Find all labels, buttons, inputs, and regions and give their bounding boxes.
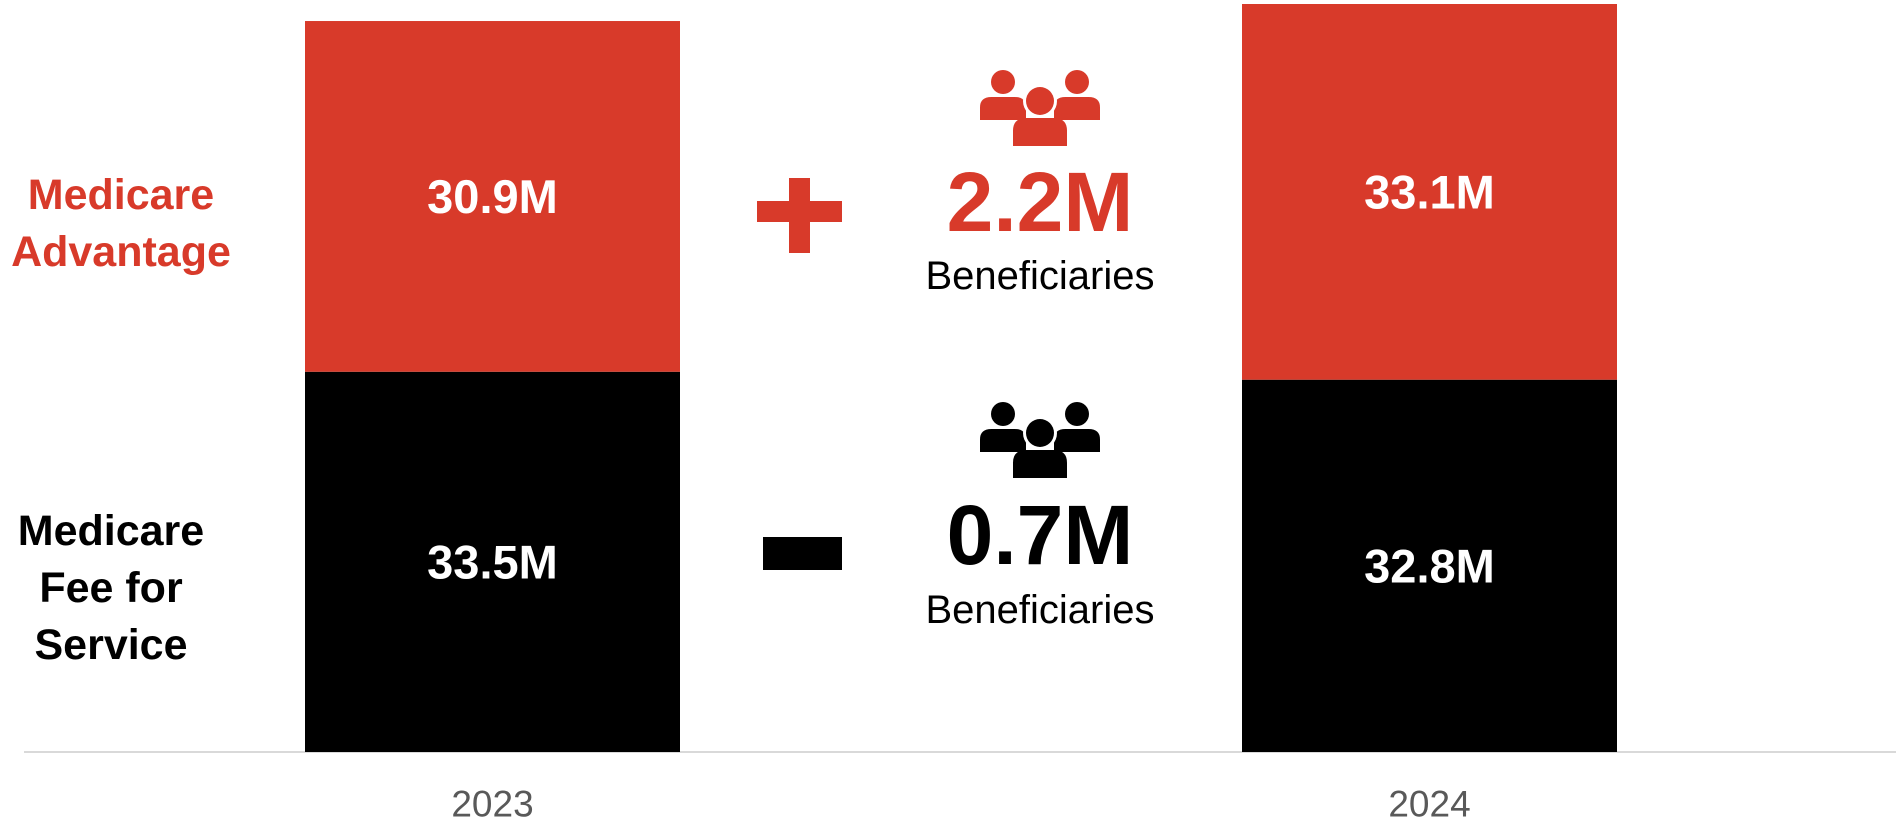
person-head bbox=[1026, 419, 1054, 447]
change-value: 2.2M bbox=[947, 155, 1134, 249]
plus-bar-v bbox=[789, 178, 810, 253]
value-label: 33.5M bbox=[427, 535, 558, 588]
person-body bbox=[1013, 450, 1067, 478]
change-value: 0.7M bbox=[947, 488, 1134, 582]
person-head bbox=[991, 70, 1015, 94]
people-icon bbox=[980, 70, 1100, 146]
bar-segment bbox=[305, 21, 680, 372]
plus-sign bbox=[757, 178, 842, 253]
person-head bbox=[1065, 402, 1089, 426]
legend-label: Medicare Fee for Service bbox=[17, 507, 205, 669]
person-head bbox=[991, 402, 1015, 426]
person-body bbox=[1013, 118, 1067, 146]
value-label: 32.8M bbox=[1364, 539, 1495, 592]
people-icon bbox=[980, 402, 1100, 478]
bar-segment bbox=[305, 371, 680, 752]
person-body bbox=[1054, 97, 1100, 120]
person-head bbox=[1026, 87, 1054, 115]
x-tick-label: 2024 bbox=[1388, 784, 1470, 825]
bar-segment bbox=[1242, 379, 1617, 752]
value-label: 33.1M bbox=[1364, 165, 1495, 218]
legend-label: Medicare Advantage bbox=[11, 171, 231, 276]
minus-sign bbox=[763, 537, 842, 570]
value-label: 30.9M bbox=[427, 170, 558, 223]
x-tick-label: 2023 bbox=[451, 784, 533, 825]
bar-segment bbox=[1242, 4, 1617, 380]
person-head bbox=[1065, 70, 1089, 94]
person-body bbox=[980, 97, 1026, 120]
change-unit: Beneficiaries bbox=[925, 254, 1154, 298]
change-unit: Beneficiaries bbox=[925, 588, 1154, 632]
person-body bbox=[1054, 429, 1100, 452]
person-body bbox=[980, 429, 1026, 452]
